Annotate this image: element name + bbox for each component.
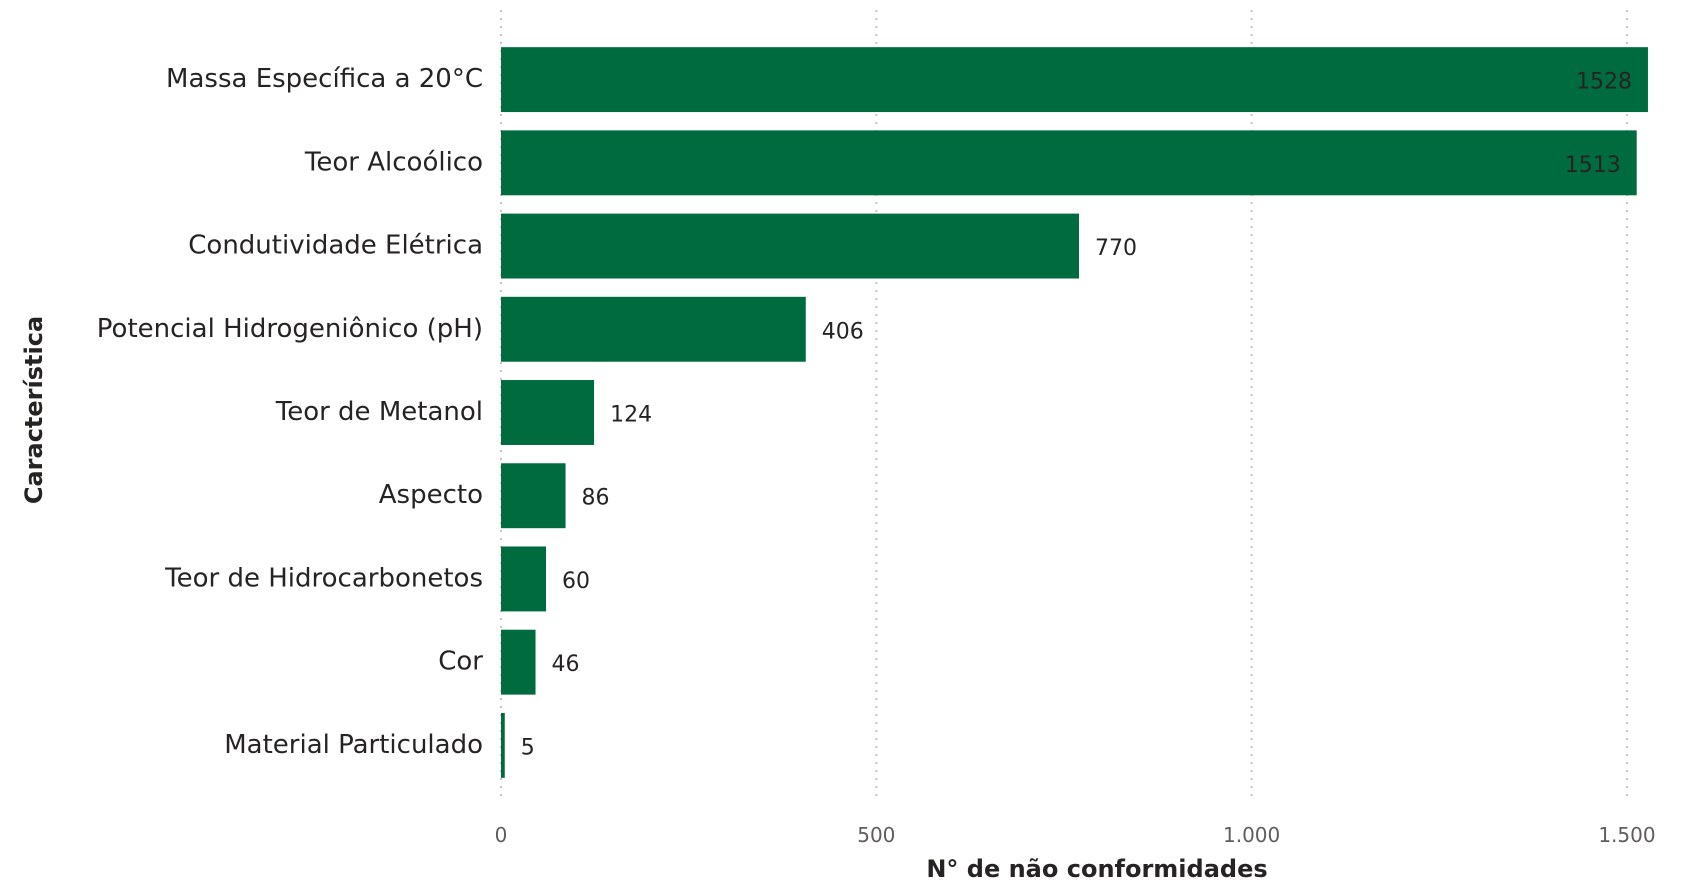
data-label: 1528 — [1576, 70, 1632, 95]
data-labels: 1528 1513 770 406 124 86 60 46 5 — [521, 70, 1632, 761]
data-label: 124 — [610, 403, 652, 428]
gridlines — [500, 10, 1628, 800]
category-label: Condutividade Elétrica — [188, 231, 483, 261]
bar[interactable] — [501, 463, 566, 529]
category-label: Massa Específica a 20°C — [166, 64, 483, 94]
bars — [501, 47, 1648, 778]
data-label: 60 — [562, 569, 590, 594]
bar[interactable] — [501, 546, 547, 612]
bar[interactable] — [501, 296, 806, 362]
bar[interactable] — [501, 380, 595, 445]
x-tick-label: 1.500 — [1598, 823, 1655, 847]
data-label: 86 — [582, 486, 610, 511]
x-tick-label: 500 — [857, 823, 895, 847]
category-label: Teor de Metanol — [275, 397, 483, 427]
category-label: Teor Alcoólico — [304, 147, 483, 177]
category-label: Potencial Hidrogeniônico (pH) — [97, 314, 483, 344]
bar[interactable] — [501, 712, 505, 778]
data-label: 406 — [822, 319, 864, 344]
x-axis-title: N° de não conformidades — [926, 855, 1267, 882]
y-axis-title: Característica — [20, 316, 48, 504]
x-tick-label: 0 — [495, 823, 508, 847]
bar[interactable] — [501, 47, 1648, 113]
data-label: 1513 — [1565, 153, 1621, 178]
category-label: Material Particulado — [224, 730, 483, 760]
category-label: Teor de Hidrocarbonetos — [164, 563, 483, 593]
category-label: Cor — [438, 647, 483, 677]
data-label: 770 — [1095, 236, 1137, 261]
x-tick-label: 1.000 — [1223, 823, 1280, 847]
data-label: 5 — [521, 735, 535, 760]
category-labels: Massa Específica a 20°C Teor Alcoólico Con… — [97, 64, 483, 760]
bar[interactable] — [501, 130, 1637, 196]
bar[interactable] — [501, 213, 1079, 279]
data-label: 46 — [552, 652, 580, 677]
bar[interactable] — [501, 629, 536, 695]
x-tick-labels: 0 500 1.000 1.500 — [495, 823, 1656, 847]
category-label: Aspecto — [379, 480, 483, 510]
